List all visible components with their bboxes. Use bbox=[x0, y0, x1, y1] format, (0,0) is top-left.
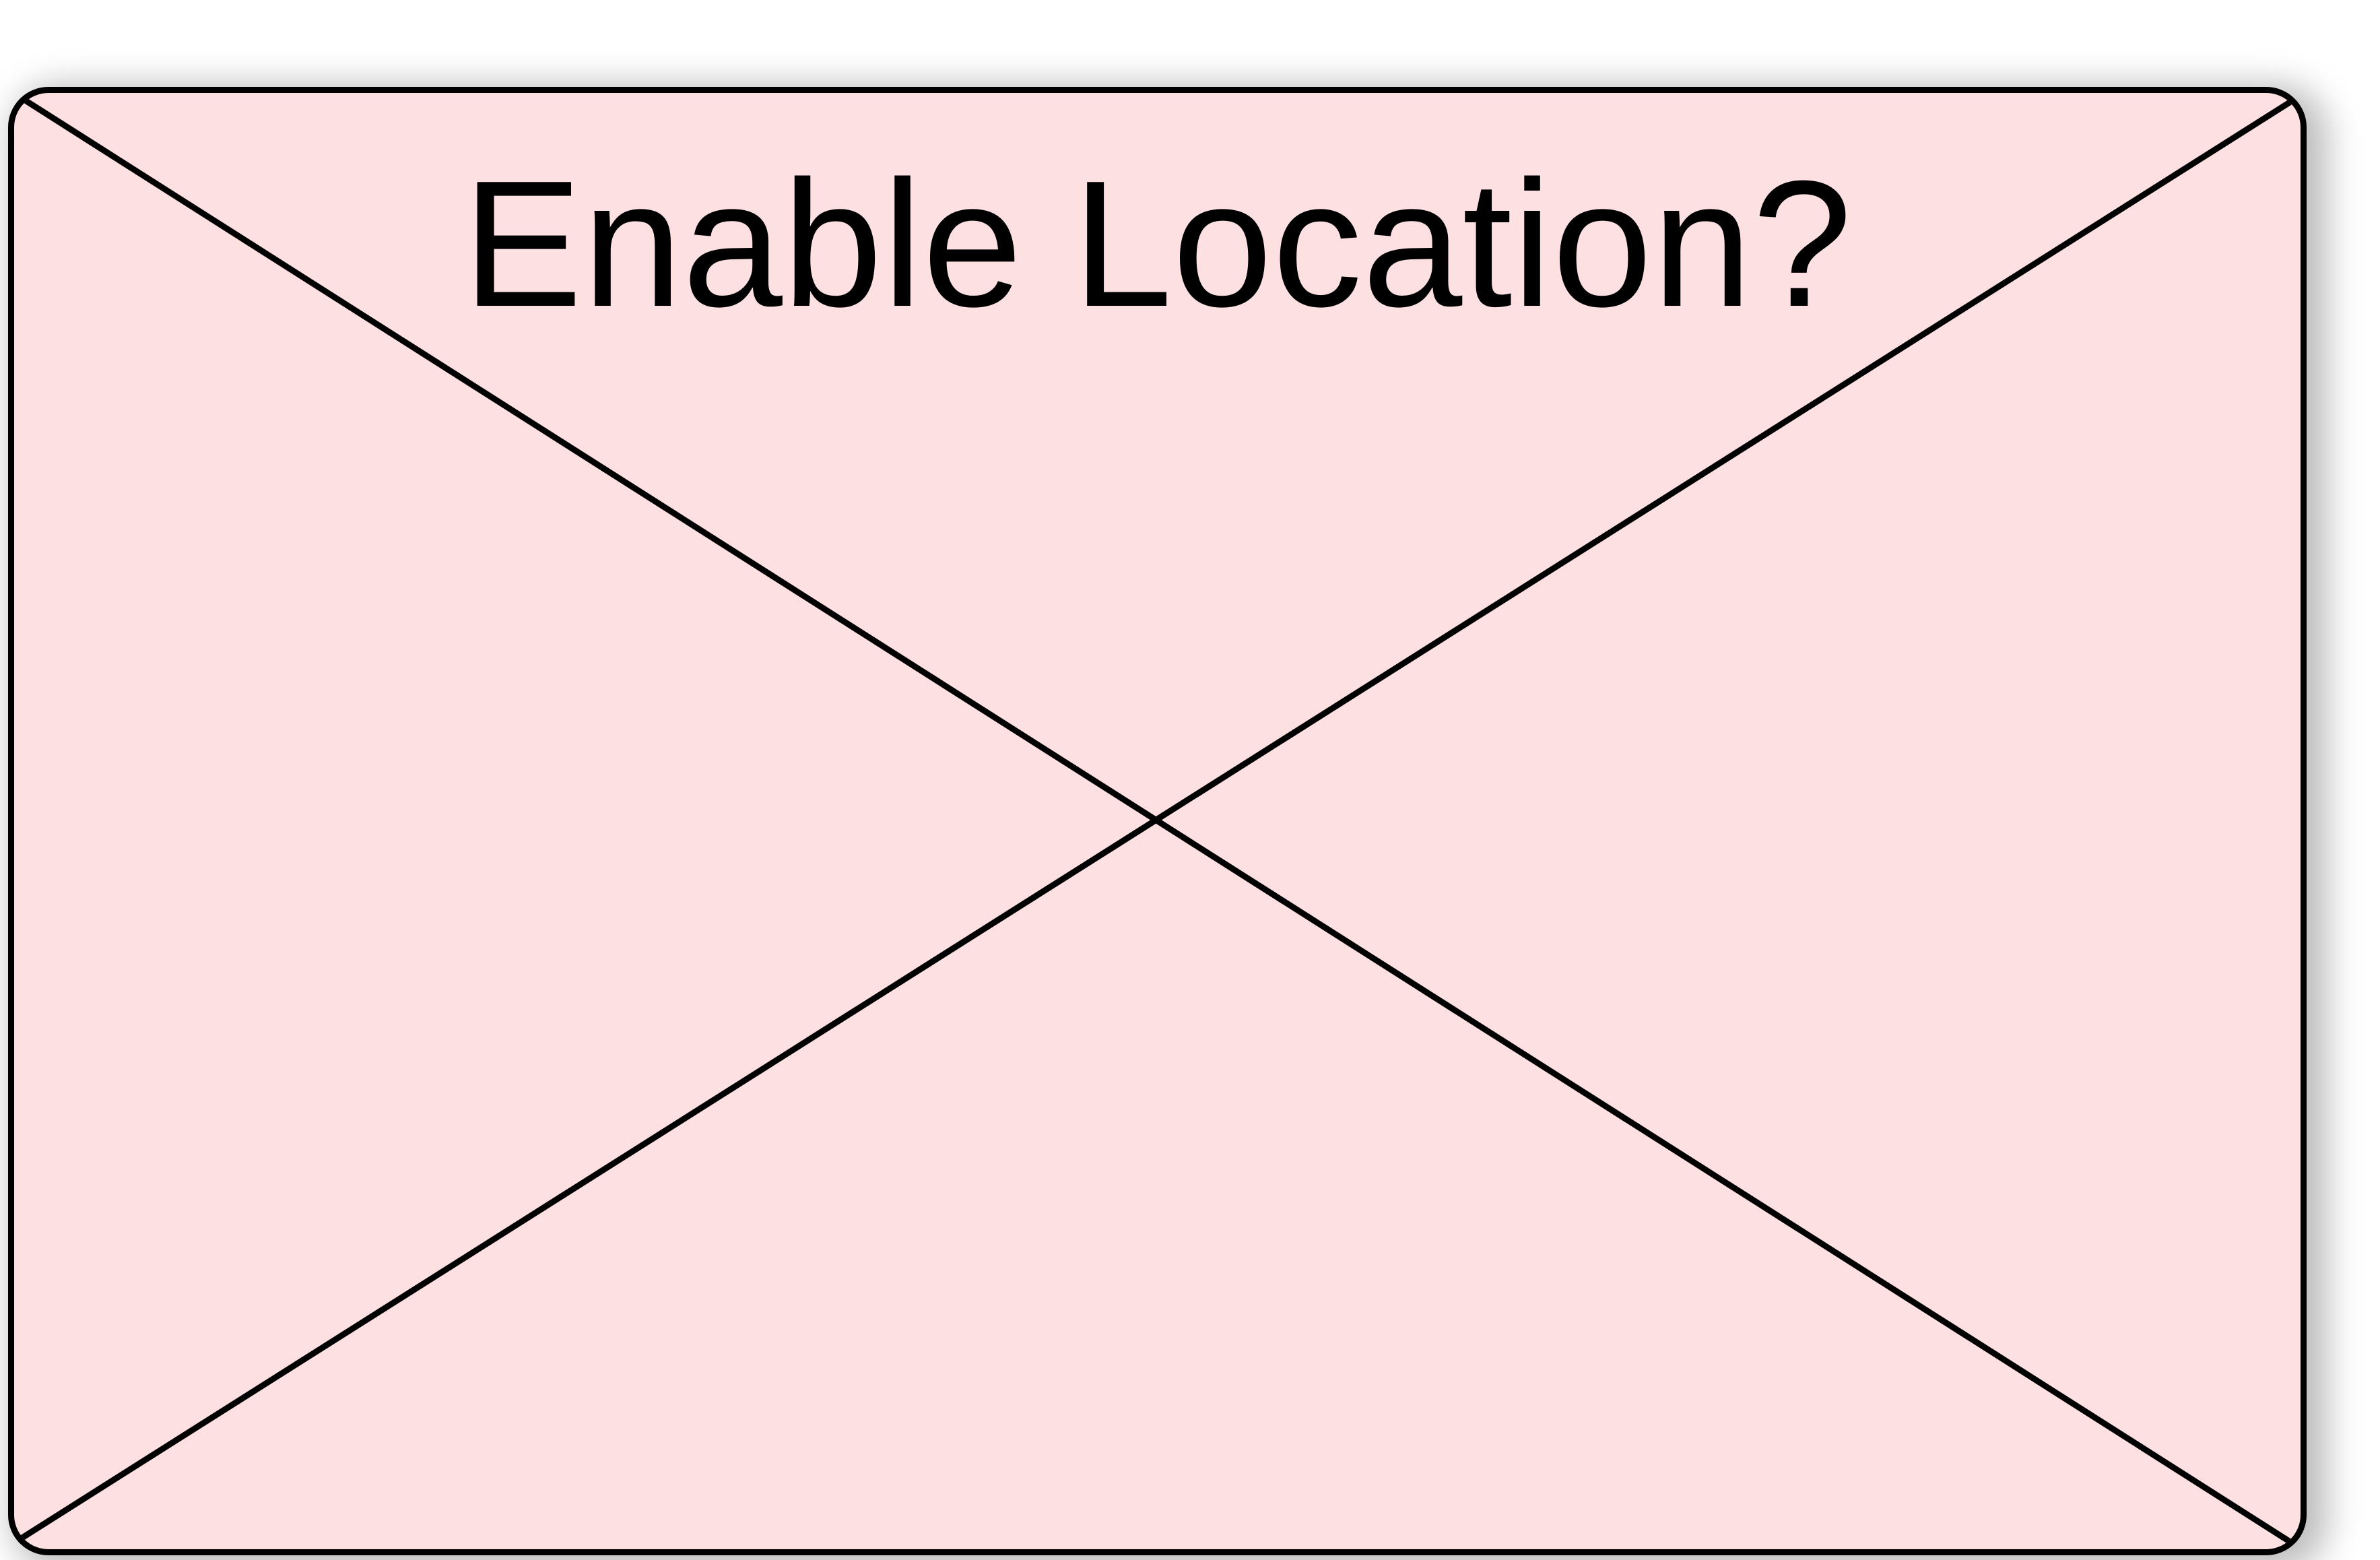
dialog-title: Enable Location? bbox=[462, 143, 1853, 344]
image-placeholder-cross-icon bbox=[14, 98, 2295, 1545]
cross-line-ascending bbox=[14, 98, 2295, 1545]
enable-location-dialog: Enable Location? bbox=[8, 87, 2307, 1555]
